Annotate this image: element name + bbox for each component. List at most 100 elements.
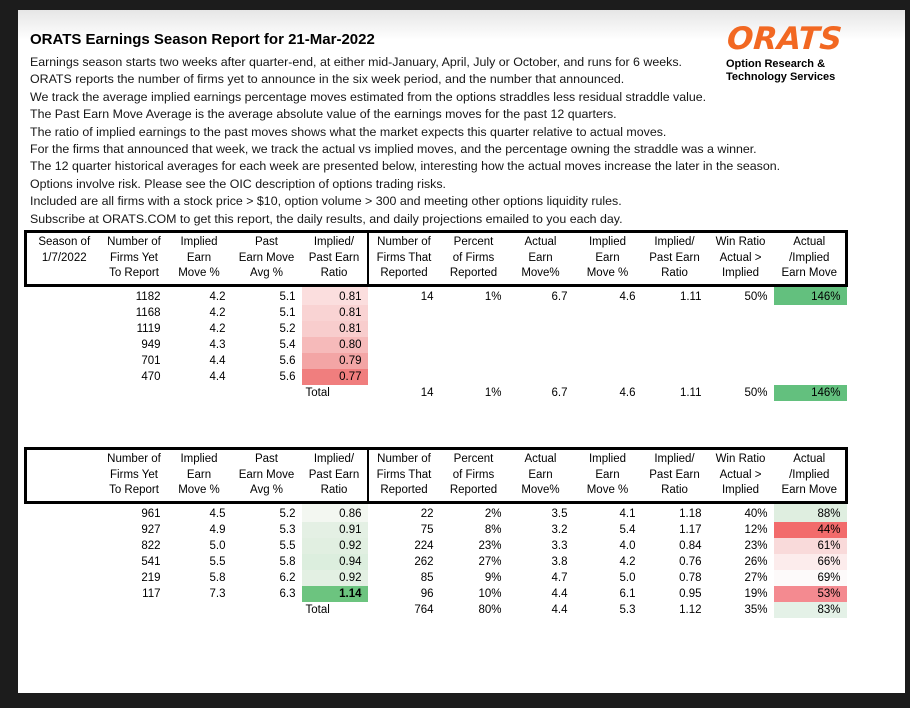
intro-paragraph: Earnings season starts two weeks after q… <box>30 54 780 228</box>
column-header: Win Ratio Actual > Implied <box>707 230 774 287</box>
column-header: Number of Firms That Reported <box>367 447 440 504</box>
table-cell: 927 <box>141 523 161 536</box>
intro-line: Options involve risk. Please see the OIC… <box>30 176 446 191</box>
column-header: Implied Earn Move % <box>166 230 232 287</box>
table-cell: 5.1 <box>279 306 296 319</box>
table-cell <box>167 385 232 401</box>
column-header: Percent of Firms Reported <box>439 230 508 287</box>
table-cell <box>508 369 574 385</box>
ratio-cell: 1.14 <box>301 585 368 602</box>
table-cell <box>26 602 102 618</box>
column-header: Implied/Past Earn Ratio <box>641 447 708 504</box>
table-cell <box>774 353 847 369</box>
table-row: 961 4.5 5.2 0.86 22 2% 3.5 4.1 1.18 40% 88% <box>26 502 847 522</box>
table-cell <box>232 602 302 618</box>
column-header: Number of Firms That Reported <box>367 230 440 287</box>
table-cell <box>368 305 440 321</box>
table-cell: 4.4 <box>551 603 568 616</box>
column-header: Actual/Implied Earn Move <box>773 447 848 504</box>
table-cell: 1182 <box>135 290 161 303</box>
table-cell: 12% <box>744 523 768 536</box>
table-cell <box>26 305 102 321</box>
table-cell: 19% <box>744 587 768 600</box>
table-cell: 1.17 <box>679 523 702 536</box>
table-cell: 764 <box>414 603 434 616</box>
table-cell: 1.12 <box>679 603 702 616</box>
intro-line: Subscribe at ORATS.COM to get this repor… <box>30 211 623 226</box>
intro-line: The 12 quarter historical averages for e… <box>30 159 781 174</box>
table-cell: 23% <box>478 539 502 552</box>
table-cell: 1% <box>484 386 502 399</box>
intro-line: ORATS reports the number of firms yet to… <box>30 72 625 87</box>
table-cell <box>232 385 302 401</box>
table-cell <box>642 353 708 369</box>
table-cell: 23% <box>744 539 768 552</box>
actual-implied-cell: 44% <box>773 521 847 538</box>
table-cell: 0.76 <box>679 555 702 568</box>
table-cell: 3.2 <box>551 523 568 536</box>
table-cell <box>102 602 167 618</box>
table-cell <box>708 321 774 337</box>
ratio-cell: 0.92 <box>301 537 368 554</box>
table-cell: 50% <box>744 386 768 399</box>
ratio-cell: 0.86 <box>301 502 368 522</box>
table-cell: 1168 <box>135 306 161 319</box>
column-header: Actual/Implied Earn Move <box>773 230 848 287</box>
table-cell <box>642 369 708 385</box>
table-cell: 5.4 <box>279 338 296 351</box>
column-header: Past Earn Move Avg % <box>231 447 302 504</box>
table-row: 117 7.3 6.3 1.14 96 10% 4.4 6.1 0.95 19% 53% <box>26 585 847 602</box>
table-cell <box>368 321 440 337</box>
table-cell <box>508 305 574 321</box>
table-cell <box>368 369 440 385</box>
actual-implied-cell: 53% <box>773 585 847 602</box>
table-cell: 4.0 <box>619 539 636 552</box>
table-cell <box>26 522 102 538</box>
table-cell: 3.3 <box>551 539 568 552</box>
table-cell <box>508 353 574 369</box>
table-cell: 6.1 <box>619 587 636 600</box>
actual-implied-cell: 61% <box>773 537 847 554</box>
table-cell <box>508 321 574 337</box>
column-header: Past Earn Move Avg % <box>231 230 302 287</box>
table-row: 1182 4.2 5.1 0.81 14 1% 6.7 4.6 1.11 50% 146% <box>26 285 847 305</box>
orats-logo: ORATS Option Research & Technology Servi… <box>726 21 866 84</box>
table-row: 822 5.0 5.5 0.92 224 23% 3.3 4.0 0.84 23% 61% <box>26 537 847 554</box>
table-row: 219 5.8 6.2 0.92 85 9% 4.7 5.0 0.78 27% 69% <box>26 569 847 586</box>
column-header: Implied/Past Earn Ratio <box>641 230 708 287</box>
table-cell <box>574 353 642 369</box>
table-cell: 701 <box>141 354 161 367</box>
table-cell <box>102 385 167 401</box>
intro-line: The Past Earn Move Average is the averag… <box>30 107 617 122</box>
table-cell <box>26 538 102 554</box>
table-cell <box>440 353 508 369</box>
table-cell: 5.0 <box>209 539 226 552</box>
table-cell: 219 <box>141 571 161 584</box>
table-cell: 1.18 <box>679 507 702 520</box>
table-cell <box>440 305 508 321</box>
table-cell: 4.6 <box>619 290 636 303</box>
table-cell: 3.5 <box>551 507 568 520</box>
actual-implied-cell: 146% <box>773 384 847 401</box>
table-cell <box>774 305 847 321</box>
ratio-cell: 0.94 <box>301 553 368 570</box>
table-cell: 5.3 <box>279 523 296 536</box>
table-cell: 5.2 <box>279 507 296 520</box>
ratio-cell: 0.91 <box>301 521 368 538</box>
table-cell <box>368 337 440 353</box>
table-cell <box>26 570 102 586</box>
table-cell: 5.4 <box>619 523 636 536</box>
earnings-table-prior-season: Season of 1/7/2022 Number of Firms Yet To Re… <box>24 230 848 401</box>
table-cell: 5.5 <box>209 555 226 568</box>
ratio-cell: 0.81 <box>301 304 368 321</box>
column-header: Implied/Past Earn Ratio <box>301 230 369 287</box>
table-cell <box>574 321 642 337</box>
table-cell: 4.5 <box>209 507 226 520</box>
table-cell <box>708 305 774 321</box>
table-cell: 6.7 <box>551 386 568 399</box>
table-header-row: Season of 1/7/2022 Number of Firms Yet To Re… <box>24 230 848 287</box>
table-cell: 6.2 <box>279 571 296 584</box>
column-header: Implied/Past Earn Ratio <box>301 447 369 504</box>
table-row: 470 4.4 5.6 0.77 <box>26 368 847 385</box>
